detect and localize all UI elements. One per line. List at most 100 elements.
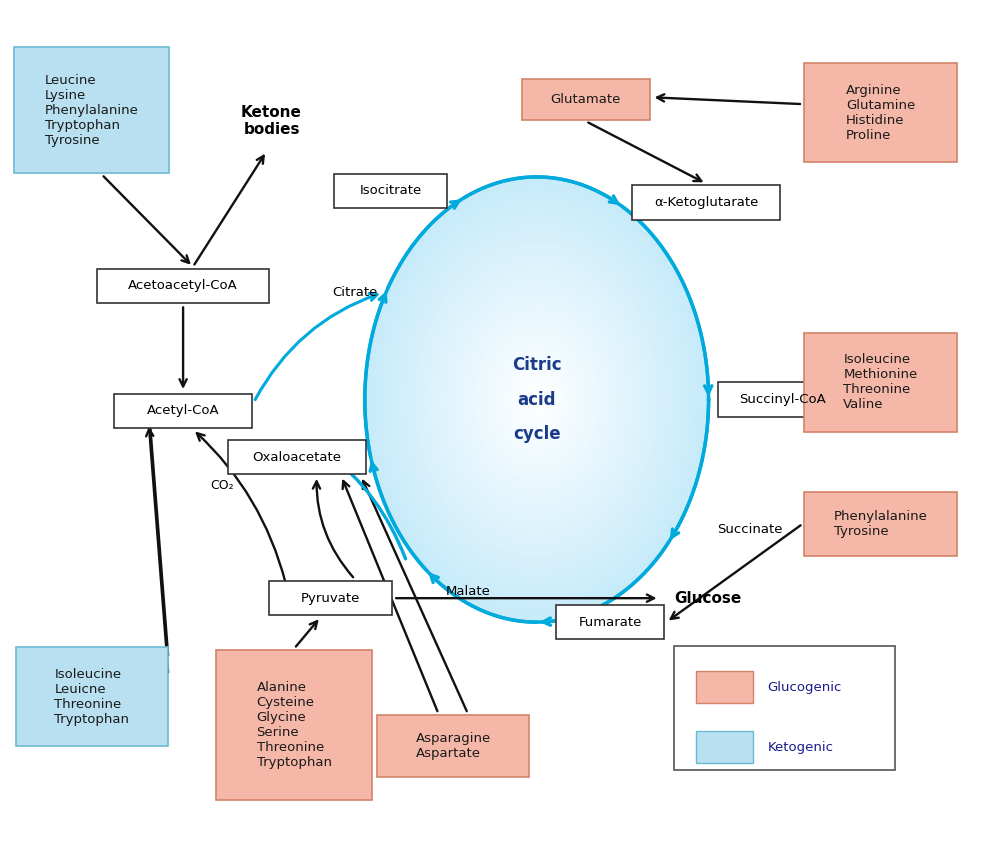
Text: Glucose: Glucose <box>674 591 742 606</box>
Ellipse shape <box>380 197 693 603</box>
Ellipse shape <box>470 314 603 486</box>
Text: Acetoacetyl-CoA: Acetoacetyl-CoA <box>128 279 238 292</box>
Ellipse shape <box>513 369 560 430</box>
Ellipse shape <box>490 338 584 460</box>
Ellipse shape <box>459 299 614 500</box>
Text: Alanine
Cysteine
Glycine
Serine
Threonine
Tryptophan: Alanine Cysteine Glycine Serine Threonin… <box>256 681 332 769</box>
Ellipse shape <box>408 233 666 566</box>
Ellipse shape <box>472 316 601 483</box>
Ellipse shape <box>506 361 566 438</box>
FancyBboxPatch shape <box>805 64 956 162</box>
Ellipse shape <box>475 319 599 480</box>
Ellipse shape <box>388 208 685 592</box>
Ellipse shape <box>509 363 564 436</box>
Ellipse shape <box>431 263 642 536</box>
FancyBboxPatch shape <box>557 605 665 639</box>
Ellipse shape <box>444 280 629 519</box>
Ellipse shape <box>410 235 664 564</box>
Text: Malate: Malate <box>446 585 491 598</box>
FancyBboxPatch shape <box>632 186 780 220</box>
Ellipse shape <box>528 388 546 411</box>
Ellipse shape <box>515 372 558 428</box>
Ellipse shape <box>502 355 571 444</box>
Ellipse shape <box>438 271 635 527</box>
Ellipse shape <box>455 294 619 505</box>
Ellipse shape <box>399 222 674 577</box>
Ellipse shape <box>481 327 593 472</box>
Ellipse shape <box>419 247 655 552</box>
Text: Oxaloacetate: Oxaloacetate <box>252 451 342 464</box>
Ellipse shape <box>457 296 617 503</box>
Text: Isoleucine
Methionine
Threonine
Valine: Isoleucine Methionine Threonine Valine <box>843 353 918 411</box>
FancyBboxPatch shape <box>114 393 252 428</box>
FancyBboxPatch shape <box>14 46 169 174</box>
Text: Pyruvate: Pyruvate <box>300 592 361 605</box>
Text: cycle: cycle <box>513 425 560 442</box>
Ellipse shape <box>517 375 557 424</box>
Ellipse shape <box>468 310 606 489</box>
Ellipse shape <box>395 216 679 583</box>
Ellipse shape <box>433 266 640 533</box>
FancyBboxPatch shape <box>16 648 167 746</box>
Text: Fumarate: Fumarate <box>578 616 642 629</box>
Text: Arginine
Glutamine
Histidine
Proline: Arginine Glutamine Histidine Proline <box>846 83 915 142</box>
Ellipse shape <box>429 260 644 539</box>
FancyBboxPatch shape <box>805 491 956 556</box>
Text: Citrate: Citrate <box>333 286 378 299</box>
Ellipse shape <box>495 347 577 453</box>
Text: Ketone
bodies: Ketone bodies <box>241 105 302 137</box>
FancyBboxPatch shape <box>217 650 371 800</box>
Ellipse shape <box>500 352 573 447</box>
FancyBboxPatch shape <box>269 581 392 615</box>
Ellipse shape <box>524 383 550 417</box>
Ellipse shape <box>483 330 590 469</box>
FancyBboxPatch shape <box>334 174 447 208</box>
Ellipse shape <box>373 188 700 611</box>
FancyBboxPatch shape <box>805 333 956 431</box>
Ellipse shape <box>453 291 621 508</box>
Ellipse shape <box>488 336 586 464</box>
Ellipse shape <box>375 191 697 608</box>
Ellipse shape <box>417 244 657 556</box>
FancyBboxPatch shape <box>522 79 650 120</box>
Ellipse shape <box>364 177 708 622</box>
Ellipse shape <box>492 341 582 458</box>
Text: Phenylalanine
Tyrosine: Phenylalanine Tyrosine <box>833 509 928 538</box>
Ellipse shape <box>526 386 548 413</box>
Text: Ketogenic: Ketogenic <box>767 740 833 753</box>
Text: Succinyl-CoA: Succinyl-CoA <box>739 393 825 406</box>
Ellipse shape <box>369 182 704 617</box>
FancyBboxPatch shape <box>718 382 846 417</box>
Ellipse shape <box>462 302 612 497</box>
Ellipse shape <box>386 204 688 594</box>
Ellipse shape <box>464 305 610 494</box>
Text: Asparagine
Aspartate: Asparagine Aspartate <box>416 733 491 760</box>
FancyBboxPatch shape <box>695 671 753 704</box>
Ellipse shape <box>397 219 677 581</box>
Ellipse shape <box>421 249 653 550</box>
Text: Glutamate: Glutamate <box>551 94 621 107</box>
FancyBboxPatch shape <box>674 646 895 770</box>
Ellipse shape <box>371 186 702 614</box>
Ellipse shape <box>435 269 637 530</box>
FancyBboxPatch shape <box>229 440 365 474</box>
Ellipse shape <box>412 238 661 561</box>
Ellipse shape <box>415 241 659 558</box>
Text: CO₂: CO₂ <box>211 478 234 491</box>
Text: acid: acid <box>517 391 556 409</box>
Ellipse shape <box>446 283 626 516</box>
FancyBboxPatch shape <box>695 731 753 764</box>
Text: Glucogenic: Glucogenic <box>767 680 842 694</box>
Text: Acetyl-CoA: Acetyl-CoA <box>147 405 220 417</box>
Ellipse shape <box>423 252 650 547</box>
Ellipse shape <box>533 394 541 405</box>
Ellipse shape <box>391 210 683 588</box>
Ellipse shape <box>427 258 646 541</box>
Text: Citric: Citric <box>512 356 561 375</box>
FancyBboxPatch shape <box>98 269 269 302</box>
Text: α-Ketoglutarate: α-Ketoglutarate <box>654 196 758 209</box>
Ellipse shape <box>451 289 623 511</box>
Ellipse shape <box>448 285 624 514</box>
Ellipse shape <box>498 350 575 449</box>
FancyBboxPatch shape <box>377 716 529 777</box>
